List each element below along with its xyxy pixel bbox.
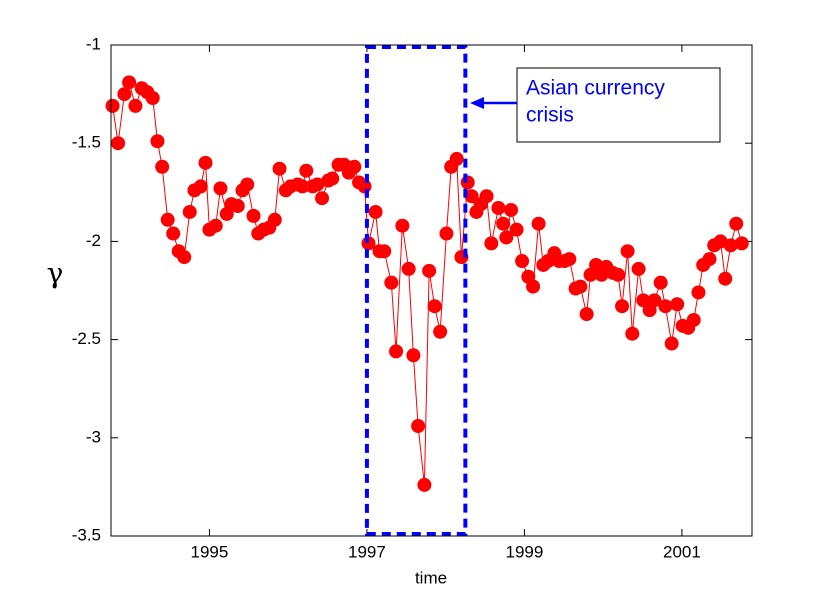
data-point <box>310 177 325 192</box>
annotation-arrowhead <box>470 97 484 109</box>
data-point <box>509 222 524 237</box>
data-point <box>686 312 701 327</box>
data-point <box>449 151 464 166</box>
data-point <box>155 159 170 174</box>
data-point <box>177 250 192 265</box>
data-point <box>122 75 137 90</box>
data-point <box>433 324 448 339</box>
data-point <box>422 263 437 278</box>
data-point <box>299 163 314 178</box>
data-point <box>315 191 330 206</box>
data-point <box>377 244 392 259</box>
data-point <box>615 299 630 314</box>
data-point <box>631 261 646 276</box>
data-point <box>128 98 143 113</box>
data-point <box>213 181 228 196</box>
data-point <box>427 299 442 314</box>
data-point <box>658 299 673 314</box>
data-point <box>240 177 255 192</box>
data-point <box>182 204 197 219</box>
data-point <box>526 279 541 294</box>
data-point <box>105 98 120 113</box>
highlight-box <box>364 45 468 536</box>
data-point <box>664 336 679 351</box>
data-point <box>702 252 717 267</box>
annotation-text: crisis <box>526 104 574 127</box>
data-point <box>611 267 626 282</box>
x-axis-label: time <box>415 568 447 587</box>
data-point <box>395 218 410 233</box>
data-point <box>208 218 223 233</box>
data-point <box>620 244 635 259</box>
data-point <box>579 307 594 322</box>
data-point <box>718 271 733 286</box>
data-point <box>267 212 282 227</box>
data-point <box>734 236 749 251</box>
data-point <box>504 202 519 217</box>
data-point <box>117 87 132 102</box>
data-point <box>411 419 426 434</box>
x-tick-label: 2001 <box>663 542 701 561</box>
data-point <box>150 134 165 149</box>
x-tick-label: 1999 <box>506 542 544 561</box>
data-point <box>484 236 499 251</box>
data-point <box>295 179 310 194</box>
data-point <box>464 189 479 204</box>
data-point <box>723 238 738 253</box>
data-point <box>439 226 454 241</box>
data-point <box>491 201 506 216</box>
data-point <box>531 216 546 231</box>
data-point <box>384 275 399 290</box>
annotation-text: Asian currency <box>526 77 665 100</box>
data-point <box>496 216 511 231</box>
y-axis-label: γ <box>47 257 64 290</box>
data-point <box>145 91 160 106</box>
data-point <box>729 216 744 231</box>
data-point <box>460 175 475 190</box>
y-tick-label: -3.5 <box>72 525 101 544</box>
x-tick-label: 1997 <box>348 542 386 561</box>
data-point <box>670 297 685 312</box>
data-point <box>653 275 668 290</box>
data-point <box>691 285 706 300</box>
y-tick-label: -2.5 <box>72 329 101 348</box>
data-point <box>515 254 530 269</box>
data-point <box>368 204 383 219</box>
data-point <box>562 252 577 267</box>
data-point <box>246 208 261 223</box>
plot-frame <box>110 44 753 537</box>
data-point <box>401 261 416 276</box>
data-point <box>625 326 640 341</box>
y-tick-label: -3 <box>86 427 101 446</box>
data-point <box>647 293 662 308</box>
data-point <box>325 171 340 186</box>
y-tick-label: -1 <box>86 34 101 53</box>
data-point <box>230 199 245 214</box>
data-point <box>357 179 372 194</box>
data-point <box>389 344 404 359</box>
data-point <box>479 189 494 204</box>
data-point <box>166 226 181 241</box>
x-tick-label: 1995 <box>191 542 229 561</box>
data-point <box>198 155 213 170</box>
data-point <box>499 230 514 245</box>
data-point <box>272 161 287 176</box>
data-point <box>573 279 588 294</box>
y-tick-label: -2 <box>86 231 101 250</box>
data-point <box>347 159 362 174</box>
data-point <box>193 179 208 194</box>
data-point <box>160 212 175 227</box>
y-tick-label: -1.5 <box>72 133 101 152</box>
data-point <box>406 348 421 363</box>
data-point <box>417 477 432 492</box>
data-point <box>111 136 126 151</box>
annotation-box <box>516 67 721 143</box>
